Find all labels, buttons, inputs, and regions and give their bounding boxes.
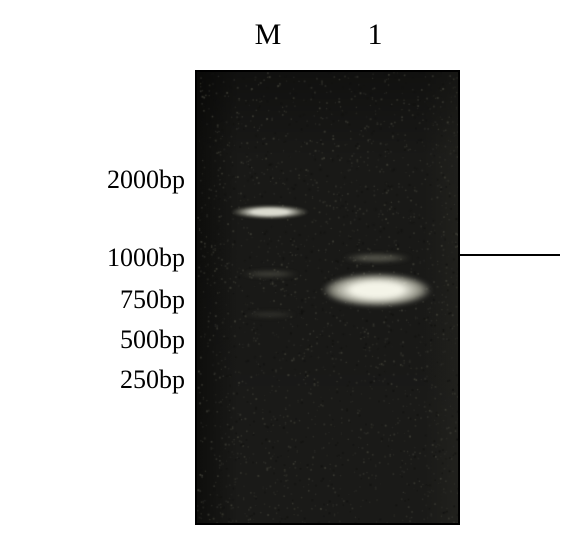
gel-band-1-3 xyxy=(322,273,432,307)
gel-band-1-4 xyxy=(342,253,412,263)
gel-bands-layer xyxy=(197,72,458,523)
size-label-1000bp: 1000bp xyxy=(75,243,185,273)
lane-label-marker: M xyxy=(248,18,288,52)
size-label-750bp: 750bp xyxy=(75,285,185,315)
size-label-250bp: 250bp xyxy=(75,365,185,395)
gel-figure: M 1 2000bp 1000bp 750bp 500bp 250bp xyxy=(0,0,588,556)
band-pointer-line xyxy=(460,254,560,256)
lane-label-sample-1: 1 xyxy=(355,18,395,52)
gel-band-M-1 xyxy=(240,270,300,278)
size-label-2000bp: 2000bp xyxy=(75,165,185,195)
gel-image xyxy=(195,70,460,525)
gel-band-M-0 xyxy=(231,205,309,219)
gel-band-M-2 xyxy=(242,311,298,318)
size-label-500bp: 500bp xyxy=(75,325,185,355)
